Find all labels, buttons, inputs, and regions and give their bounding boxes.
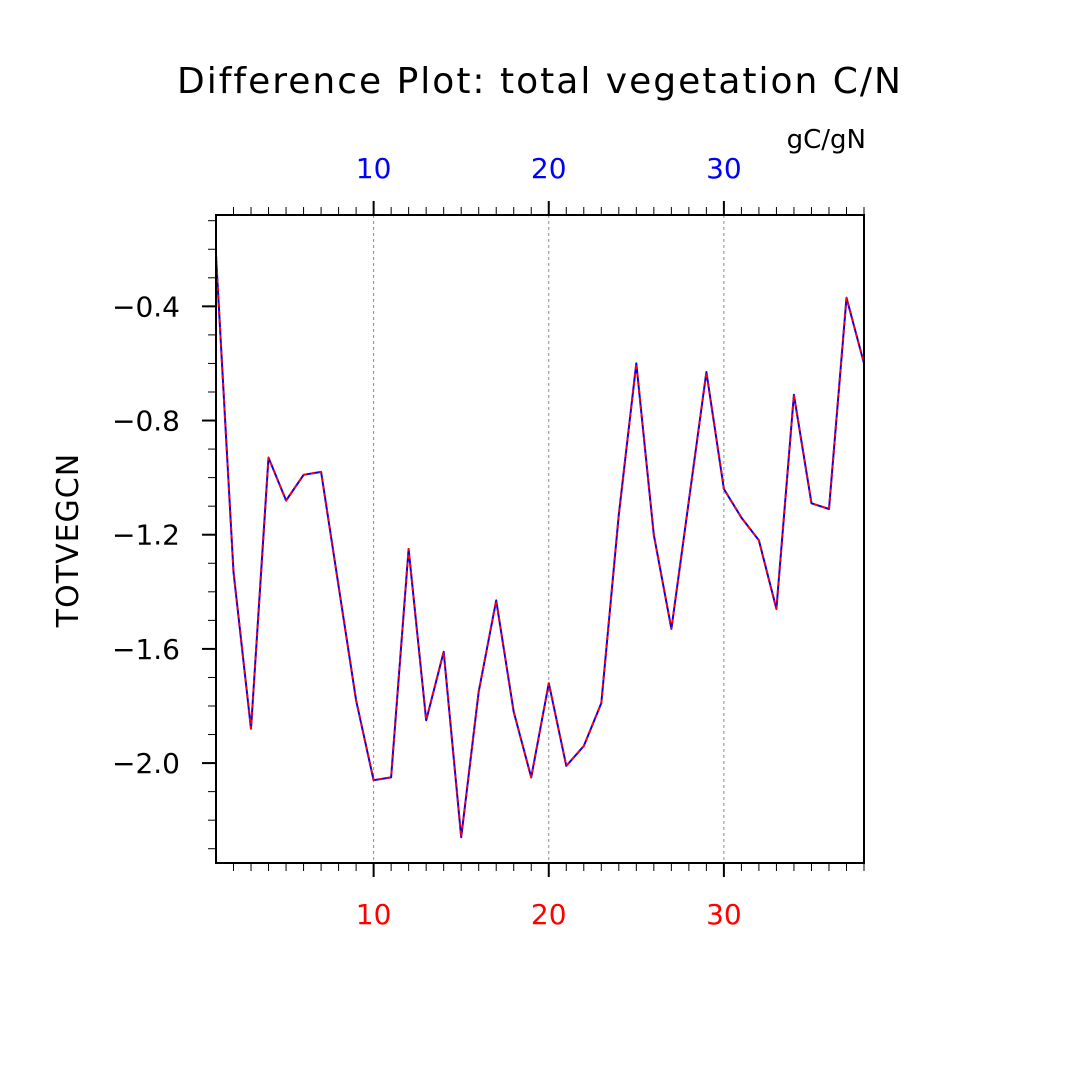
axis-ticks <box>202 201 865 877</box>
x-tick-label-bottom-20: 20 <box>531 898 567 931</box>
y-tick-label-0: −0.4 <box>112 290 180 323</box>
tick-labels: 10 10 20 20 30 30 −0.4 −0.8 −1.2 −1.6 −2.0 <box>112 152 742 931</box>
series-line-1 <box>215 254 865 839</box>
x-tick-label-bottom-30: 30 <box>706 898 742 931</box>
y-tick-label-2: −1.2 <box>112 519 180 552</box>
x-tick-label-top-20: 20 <box>531 152 567 185</box>
plot-frame <box>215 214 865 864</box>
chart-title: Difference Plot: total vegetation C/N <box>177 61 903 102</box>
series-line-0 <box>215 254 865 839</box>
units-label: gC/gN <box>787 125 866 155</box>
y-tick-label-3: −1.6 <box>112 633 180 666</box>
series-layer <box>215 254 865 839</box>
x-tick-label-bottom-10: 10 <box>356 898 392 931</box>
grid-lines <box>373 215 725 863</box>
y-tick-label-4: −2.0 <box>112 747 180 780</box>
y-tick-label-1: −0.8 <box>112 405 180 438</box>
x-tick-label-top-30: 30 <box>706 152 742 185</box>
y-axis-label: TOTVEGCN <box>51 453 86 628</box>
x-tick-label-top-10: 10 <box>356 152 392 185</box>
